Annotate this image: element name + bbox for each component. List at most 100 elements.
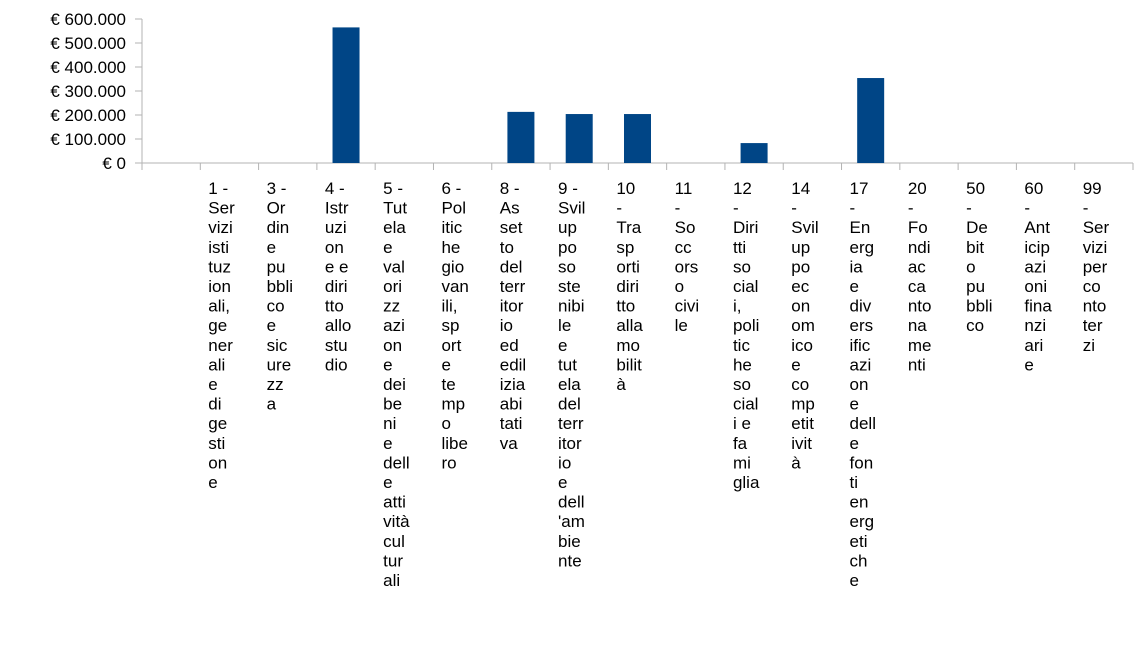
x-tick-label-line: itor <box>558 434 582 453</box>
bar <box>740 143 768 163</box>
x-tick-label-line: tut <box>558 355 577 374</box>
x-tick-label-line: del <box>558 395 581 414</box>
x-tick-label-line: o <box>966 257 975 276</box>
x-tick-label-line: ge <box>208 316 227 335</box>
x-tick-label-line: cial <box>733 277 759 296</box>
x-tick-label-line: sp <box>441 316 459 335</box>
x-tick-label-line: sp <box>616 238 634 257</box>
x-tick-label: 6 -Pol itic he gio van ili, sp ort e te mp o libe ro <box>441 179 468 472</box>
x-tick-label-line: civi <box>675 297 700 316</box>
x-tick-label-line: - <box>1083 199 1089 218</box>
x-tick-label-line: e <box>267 316 276 335</box>
x-tick-label-line: oni <box>1024 277 1047 296</box>
x-tick-label-line: diri <box>616 277 639 296</box>
x-tick-label-line: nto <box>908 297 932 316</box>
x-tick-label: 10 -Tra sp orti diri tto alla mo bilit à <box>616 179 643 394</box>
x-tick-label-line: azi <box>383 316 405 335</box>
x-tick-label-line: 5 - <box>383 179 403 198</box>
x-tick-label-line: vità <box>383 512 410 531</box>
x-tick-label-line: co <box>267 297 285 316</box>
x-tick-label-line: poli <box>733 316 759 335</box>
x-tick-label-line: ec <box>791 277 809 296</box>
x-tick-label-line: ste <box>558 277 581 296</box>
x-tick-label-line: Pol <box>441 199 466 218</box>
x-tick-label-line: tto <box>325 297 344 316</box>
x-tick-label-line: pu <box>267 257 286 276</box>
x-tick-label-line: - <box>675 199 681 218</box>
x-tick-label-line: 14 <box>791 179 810 198</box>
x-tick-label-line: tic <box>733 336 751 355</box>
x-tick-label-line: ner <box>208 336 233 355</box>
x-tick-label-line: itic <box>441 218 462 237</box>
x-tick-label-line: Tra <box>616 218 641 237</box>
x-tick-label-line: cul <box>383 532 405 551</box>
x-tick-label-line: - <box>733 199 739 218</box>
x-tick-label-line: on <box>791 297 810 316</box>
x-tick-label-line: ela <box>558 375 581 394</box>
x-tick-label-line: so <box>558 257 576 276</box>
x-tick-label-line: - <box>966 199 972 218</box>
x-tick-label-line: Diri <box>733 218 759 237</box>
x-tick-label-line: e <box>383 473 392 492</box>
x-tick-label-line: zi <box>1083 336 1095 355</box>
x-tick-label-line: en <box>850 493 869 512</box>
x-tick-label-line: bbli <box>966 297 992 316</box>
x-tick-label-line: om <box>791 316 815 335</box>
x-tick-label-line: Istr <box>325 199 349 218</box>
x-tick-label-line: fon <box>850 453 874 472</box>
x-tick-label-line: mp <box>441 395 465 414</box>
x-tick-label-line: azi <box>1024 257 1046 276</box>
x-tick-label-line: ndi <box>908 238 931 257</box>
y-tick-label: € 600.000 <box>50 10 126 29</box>
x-tick-label-line: terr <box>500 277 526 296</box>
x-tick-label-line: izia <box>500 375 526 394</box>
x-tick-label-line: nti <box>908 355 926 374</box>
x-tick-label-line: io <box>558 453 571 472</box>
x-tick-label-line: Ser <box>208 199 235 218</box>
x-tick-label-line: e <box>208 375 217 394</box>
x-tick-label-line: De <box>966 218 988 237</box>
x-tick-label-line: co <box>966 316 984 335</box>
x-tick-label-line: bit <box>966 238 984 257</box>
x-tick-label-line: ali <box>208 355 225 374</box>
x-tick-label-line: dio <box>325 355 348 374</box>
x-tick-label-line: 20 <box>908 179 927 198</box>
x-tick-label-line: 'am <box>558 512 585 531</box>
x-tick-label-line: tti <box>733 238 746 257</box>
x-tick-label-line: o <box>441 414 450 433</box>
x-tick-label: 17 -En erg ia e div ers ific azi on e dell e fon ti en e… <box>850 179 876 590</box>
x-tick-label-line: icip <box>1024 238 1050 257</box>
x-tick-label-line: - <box>908 199 914 218</box>
x-tick-label-line: 9 - <box>558 179 578 198</box>
x-tick-label-line: dell <box>850 414 876 433</box>
bar <box>857 78 885 163</box>
x-tick-label-line: up <box>558 218 577 237</box>
x-tick-label-line: En <box>850 218 871 237</box>
x-tick-label-line: le <box>675 316 688 335</box>
x-tick-label: 12 -Diri tti so cial i, poli tic he so cial i e fa mi… <box>733 179 760 492</box>
x-tick-label-line: co <box>1083 277 1101 296</box>
x-tick-label-line: eti <box>850 532 868 551</box>
x-tick-label-line: nibi <box>558 297 584 316</box>
x-tick-label-line: tuz <box>208 257 231 276</box>
x-tick-label-line: Ant <box>1024 218 1050 237</box>
x-tick-label-line: Svil <box>791 218 818 237</box>
x-tick-label-line: mo <box>616 336 640 355</box>
y-tick-label: € 400.000 <box>50 58 126 77</box>
x-tick-label-line: del <box>500 257 523 276</box>
x-tick-label-line: te <box>441 375 455 394</box>
x-tick-label-line: So <box>675 218 696 237</box>
x-tick-label: 9 -Svil up po so ste nibi le e tut ela del terr itor… <box>558 179 585 570</box>
x-tick-label-line: dell <box>558 493 584 512</box>
x-tick-label-line: 17 <box>850 179 869 198</box>
y-tick-label: € 200.000 <box>50 106 126 125</box>
x-tick-label-line: 12 <box>733 179 752 198</box>
y-tick-label: € 0 <box>102 154 126 173</box>
x-tick-label-line: so <box>733 257 751 276</box>
x-tick-label-line: ch <box>850 551 868 570</box>
x-tick-label-line: i e <box>733 414 751 433</box>
x-tick-label: 5 -Tut ela e val ori zz azi on e dei be ni e dell e att… <box>383 179 410 590</box>
x-tick-label-line: ers <box>850 316 874 335</box>
x-tick-label-line: vizi <box>1083 238 1108 257</box>
